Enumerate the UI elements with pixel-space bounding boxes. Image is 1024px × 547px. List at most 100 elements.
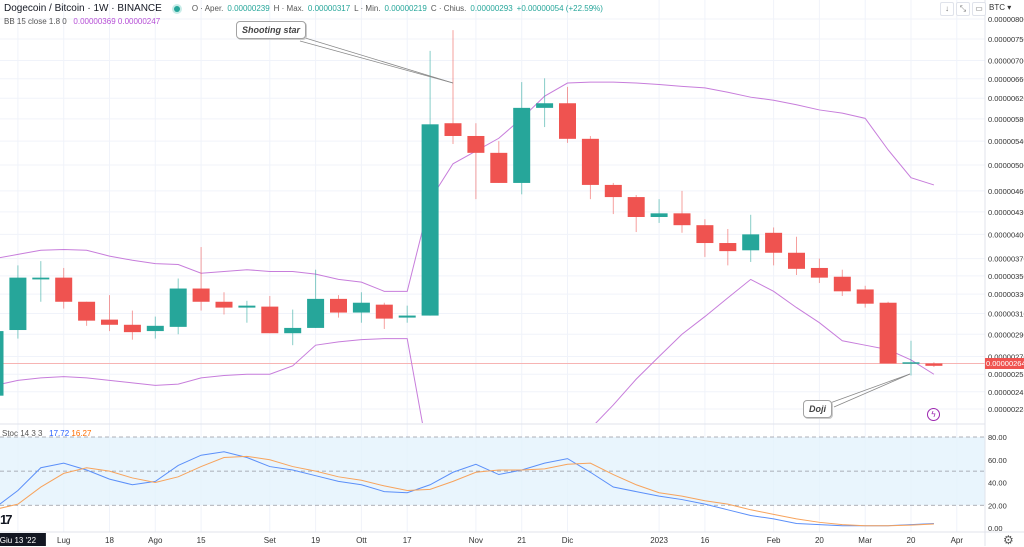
candle-up <box>536 103 554 108</box>
time-tick-label: Apr <box>951 536 964 545</box>
candle-up <box>398 315 416 318</box>
price-tick-label: 0.00000500 <box>988 161 1024 170</box>
bb-lower-value: 0.00000247 <box>117 17 161 26</box>
candle-up <box>146 325 164 332</box>
candle-down <box>581 138 599 185</box>
candle-up <box>32 277 50 280</box>
candle-down <box>833 276 851 292</box>
low-label: L · Min. <box>354 4 381 13</box>
price-tick-label: 0.00000310 <box>988 310 1024 319</box>
stoch-d-value: 16.27 <box>71 429 92 438</box>
time-tick-label: Ott <box>356 536 367 545</box>
time-tick-label: 20 <box>907 536 916 545</box>
candle-down <box>78 301 96 321</box>
candle-down <box>604 184 622 198</box>
fullscreen-icon[interactable]: ▭ <box>972 2 986 16</box>
time-tick-label: 15 <box>197 536 206 545</box>
price-tick-label: 0.00000400 <box>988 230 1024 239</box>
stoch-tick-label: 20.00 <box>988 501 1007 510</box>
download-icon[interactable]: ↓ <box>940 2 954 16</box>
price-tick-label: 0.00000460 <box>988 187 1024 196</box>
time-tick-label: Mar <box>858 536 872 545</box>
stoch-tick-label: 80.00 <box>988 433 1007 442</box>
candle-down <box>879 302 897 364</box>
candle-up <box>238 305 256 308</box>
price-tick-label: 0.00000350 <box>988 272 1024 281</box>
tradingview-logo[interactable]: 17 <box>0 512 13 527</box>
candle-down <box>559 103 576 139</box>
lightning-icon[interactable]: ϟ <box>927 408 940 421</box>
doji-pointer <box>829 373 911 408</box>
candle-up <box>902 362 920 364</box>
price-tick-label: 0.00000700 <box>988 56 1024 65</box>
stoch-legend[interactable]: Stoc 14 3 3 17.72 16.27 <box>2 429 91 438</box>
stoch-tick-label: 60.00 <box>988 456 1007 465</box>
market-status-dot <box>173 5 180 12</box>
price-axis[interactable]: 0.00000800 0.00000750 0.00000700 0.00000660… <box>988 15 1024 414</box>
candle-down <box>627 197 645 217</box>
candles <box>0 30 943 396</box>
candle-up <box>284 327 302 334</box>
open-label: O · Aper. <box>191 4 224 13</box>
candle-down <box>330 298 347 313</box>
price-tick-label: 0.00000228 <box>988 405 1024 414</box>
candle-down <box>925 363 943 366</box>
doji-callout[interactable]: Doji <box>803 400 832 418</box>
candle-down <box>55 277 73 302</box>
time-tick-label: Dic <box>562 536 574 545</box>
price-tick-label: 0.00000430 <box>988 208 1024 217</box>
candle-up <box>307 298 325 328</box>
crosshair-date-bg <box>0 533 46 546</box>
stoch-tick-label: 40.00 <box>988 479 1007 488</box>
candle-down <box>696 225 714 244</box>
time-tick-label: Feb <box>767 536 781 545</box>
candle-up <box>513 107 531 183</box>
time-tick-label: Lug <box>57 536 70 545</box>
candle-up <box>169 288 187 327</box>
price-tick-label: 0.00000370 <box>988 255 1024 264</box>
candle-down <box>192 288 210 302</box>
time-tick-label: 18 <box>105 536 114 545</box>
time-axis[interactable]: Giu 13 '22 Lug 18 Ago 15 Set 19 Ott 17 Nov 21 Dic 20… <box>0 533 963 546</box>
candle-down <box>375 304 393 319</box>
price-tick-label: 0.00000540 <box>988 137 1024 146</box>
candle-down <box>123 324 141 333</box>
time-tick-label: 19 <box>311 536 320 545</box>
stoch-tick-label: 0.00 <box>988 524 1003 533</box>
price-tick-label: 0.00000800 <box>988 15 1024 24</box>
candle-up <box>742 234 760 251</box>
close-label: C · Chius. <box>430 4 467 13</box>
candle-down <box>467 135 485 153</box>
currency-selector[interactable]: BTC ▾ <box>989 3 1012 12</box>
low-value: 0.00000219 <box>384 4 427 13</box>
symbol-header: Dogecoin / Bitcoin · 1W · BINANCE O · Ap… <box>4 3 603 14</box>
time-tick-label: 2023 <box>650 536 668 545</box>
shooting-star-callout[interactable]: Shooting star <box>236 21 306 39</box>
candle-down <box>673 213 691 226</box>
candle-down <box>810 267 828 278</box>
collapse-icon[interactable]: ⤡ <box>956 2 970 16</box>
bb-legend[interactable]: BB 15 close 1.8 0 0.00000369 0.00000247 <box>4 17 160 26</box>
candle-up <box>352 302 370 313</box>
time-tick-label: Set <box>264 536 277 545</box>
candle-down <box>444 123 462 136</box>
candle-down <box>261 306 279 334</box>
stoch-axis: 80.00 60.00 40.00 20.00 0.00 <box>988 433 1007 533</box>
stoch-legend-label: Stoc 14 3 3 <box>2 429 43 438</box>
time-tick-label: Nov <box>469 536 483 545</box>
candle-down <box>101 319 118 325</box>
time-tick-label: Ago <box>148 536 163 545</box>
settings-gear-icon[interactable]: ⚙ <box>1003 533 1014 547</box>
bollinger-upper <box>0 81 935 292</box>
stoch-levels <box>0 436 985 506</box>
time-tick-label: 20 <box>815 536 824 545</box>
price-tick-label: 0.00000241 <box>988 388 1024 397</box>
price-tick-label: 0.00000290 <box>988 330 1024 339</box>
high-label: H · Max. <box>273 4 304 13</box>
price-tick-label: 0.00000660 <box>988 75 1024 84</box>
symbol-title[interactable]: Dogecoin / Bitcoin · 1W · BINANCE <box>4 3 162 14</box>
candle-down <box>856 289 874 304</box>
open-value: 0.00000239 <box>227 4 270 13</box>
candle-down <box>788 252 805 269</box>
